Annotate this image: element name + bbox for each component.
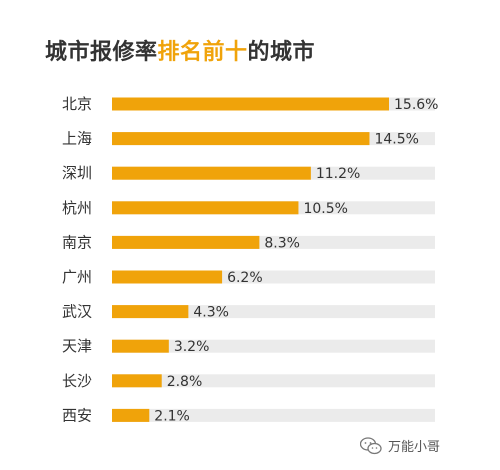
value-label: 6.2% bbox=[227, 270, 263, 286]
bar-8 bbox=[112, 374, 162, 388]
category-label: 长沙 bbox=[62, 372, 92, 390]
bar-9 bbox=[112, 408, 150, 422]
bar-3 bbox=[112, 201, 299, 215]
chart-title: 城市报修率排名前十的城市 bbox=[45, 34, 315, 66]
category-label: 北京 bbox=[62, 95, 92, 113]
value-label: 3.2% bbox=[174, 339, 210, 355]
bar-track bbox=[112, 339, 435, 353]
watermark-text: 万能小哥 bbox=[388, 440, 441, 455]
value-label: 10.5% bbox=[303, 201, 347, 217]
value-label: 2.1% bbox=[154, 408, 190, 424]
bar-track bbox=[112, 374, 435, 388]
category-label: 天津 bbox=[62, 337, 92, 355]
category-label: 上海 bbox=[62, 130, 92, 148]
bar-6 bbox=[112, 305, 189, 319]
value-label: 11.2% bbox=[316, 166, 360, 182]
value-label: 14.5% bbox=[374, 132, 418, 148]
category-label: 西安 bbox=[62, 406, 92, 424]
title-highlight: 排名前十 bbox=[157, 40, 248, 65]
category-label: 南京 bbox=[62, 233, 92, 251]
title-suffix: 的城市 bbox=[247, 40, 316, 65]
bar-7 bbox=[112, 339, 169, 353]
value-label: 4.3% bbox=[193, 305, 229, 321]
category-label: 广州 bbox=[62, 268, 92, 286]
category-label: 杭州 bbox=[62, 199, 92, 217]
bar-track bbox=[112, 305, 435, 319]
bar-4 bbox=[112, 235, 260, 249]
title-prefix: 城市报修率 bbox=[45, 40, 158, 65]
value-label: 2.8% bbox=[167, 374, 203, 390]
bar-5 bbox=[112, 270, 223, 284]
category-label: 武汉 bbox=[62, 303, 92, 321]
bar-0 bbox=[112, 97, 389, 111]
value-label: 15.6% bbox=[394, 97, 438, 113]
wechat-icon bbox=[360, 436, 382, 455]
bar-1 bbox=[112, 132, 370, 146]
bar-2 bbox=[112, 166, 311, 180]
bar-track bbox=[112, 408, 435, 422]
watermark: 万能小哥 bbox=[360, 436, 440, 455]
value-label: 8.3% bbox=[264, 235, 300, 251]
category-label: 深圳 bbox=[62, 164, 92, 182]
